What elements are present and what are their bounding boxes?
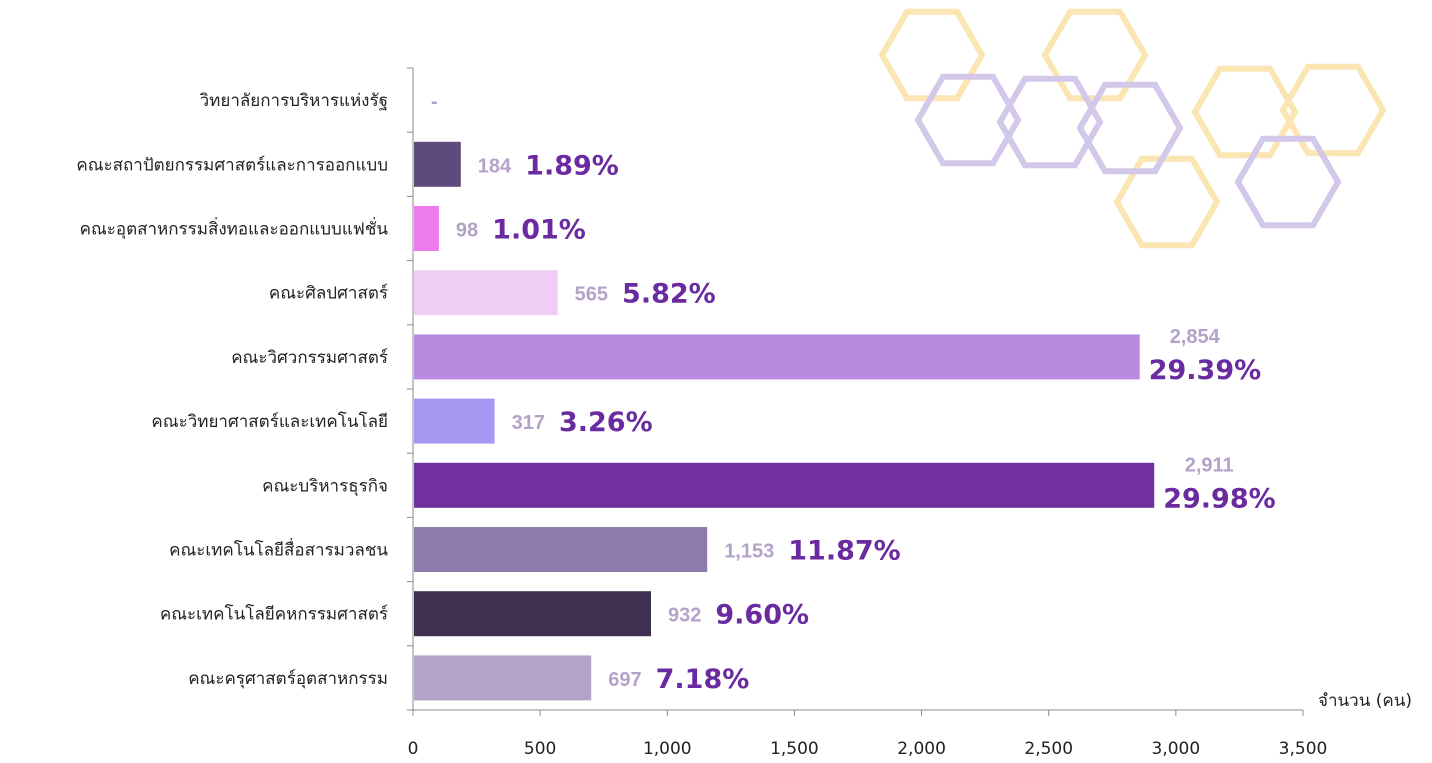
- hexagon-shape: [1113, 155, 1221, 249]
- bar-series: [414, 141, 1155, 701]
- category-label: คณะครุศาสตร์อุตสาหกรรม: [188, 669, 388, 689]
- percent-label: 1.01%: [492, 215, 586, 246]
- category-label: วิทยาลัยการบริหารแห่งรัฐ: [199, 91, 388, 111]
- percent-label: 29.39%: [1149, 355, 1261, 386]
- percent-label: 3.26%: [559, 407, 653, 438]
- hexagon-shape: [914, 73, 1022, 167]
- x-tick-label: 2,000: [897, 739, 946, 759]
- value-label: 697: [608, 669, 641, 691]
- bar: [414, 655, 592, 701]
- category-label: คณะศิลปศาสตร์: [269, 284, 388, 304]
- hexagon-shape: [1279, 63, 1387, 157]
- category-label: คณะบริหารธุรกิจ: [262, 476, 388, 496]
- percent-label: 11.87%: [788, 536, 900, 567]
- hexagon-shape: [878, 8, 986, 102]
- hexagon-shape: [1076, 81, 1184, 175]
- value-label: 2,854: [1170, 326, 1221, 348]
- x-tick-label: 3,500: [1279, 739, 1328, 759]
- value-label: 98: [456, 220, 478, 242]
- value-label: 932: [668, 605, 701, 627]
- bar: [414, 398, 495, 444]
- category-label: คณะเทคโนโลยีคหกรรมศาสตร์: [160, 604, 388, 625]
- category-label: คณะเทคโนโลยีสื่อสารมวลชน: [169, 538, 388, 561]
- x-tick-label: 3,000: [1152, 739, 1201, 759]
- bar: [414, 527, 708, 572]
- category-label: คณะวิทยาศาสตร์และเทคโนโลยี: [151, 411, 388, 432]
- value-labels: - 184 1.89% 98 1.01% 565 5.82% 2,854 29.39% 317 3.…: [431, 91, 1276, 695]
- category-labels: วิทยาลัยการบริหารแห่งรัฐคณะสถาปัตยกรรมศา…: [76, 91, 388, 689]
- percent-label: 9.60%: [715, 600, 809, 631]
- percent-label: 7.18%: [656, 664, 750, 695]
- bar: [414, 334, 1140, 380]
- bar: [414, 206, 439, 251]
- bar: [414, 141, 461, 187]
- x-tick-label: 1,000: [643, 739, 692, 759]
- hexagon-shape: [996, 75, 1104, 169]
- hexagon-shape: [1041, 8, 1149, 102]
- x-tick-label: 2,500: [1024, 739, 1073, 759]
- category-label: คณะวิศวกรรมศาสตร์: [231, 348, 388, 368]
- x-tick-label: 500: [524, 739, 556, 759]
- value-label: 317: [512, 412, 545, 434]
- x-tick-label: 1,500: [770, 739, 819, 759]
- bar: [414, 462, 1155, 508]
- hexagon-shape: [1234, 135, 1342, 229]
- hexagon-shape: [1191, 65, 1299, 159]
- hexagon-decoration: [878, 8, 1387, 249]
- value-label: 184: [478, 155, 512, 177]
- x-tick-label: 0: [408, 739, 419, 759]
- percent-label: 1.89%: [525, 150, 619, 181]
- value-label: 565: [575, 284, 608, 306]
- category-label: คณะสถาปัตยกรรมศาสตร์และการออกแบบ: [76, 155, 388, 175]
- value-label: -: [431, 91, 438, 113]
- percent-label: 5.82%: [622, 279, 716, 310]
- value-label: 1,153: [724, 541, 774, 563]
- x-axis-ticks: 0 500 1,000 1,500 2,000 2,500 3,000 3,500: [407, 67, 1328, 759]
- bar: [414, 591, 651, 637]
- value-label: 2,911: [1185, 454, 1234, 476]
- bar: [414, 270, 558, 316]
- percent-label: 29.98%: [1163, 483, 1275, 514]
- category-label: คณะอุตสาหกรรมสิ่งทอและออกแบบแฟชั่น: [80, 217, 389, 240]
- x-axis-unit-label: จำนวน (คน): [1318, 691, 1412, 711]
